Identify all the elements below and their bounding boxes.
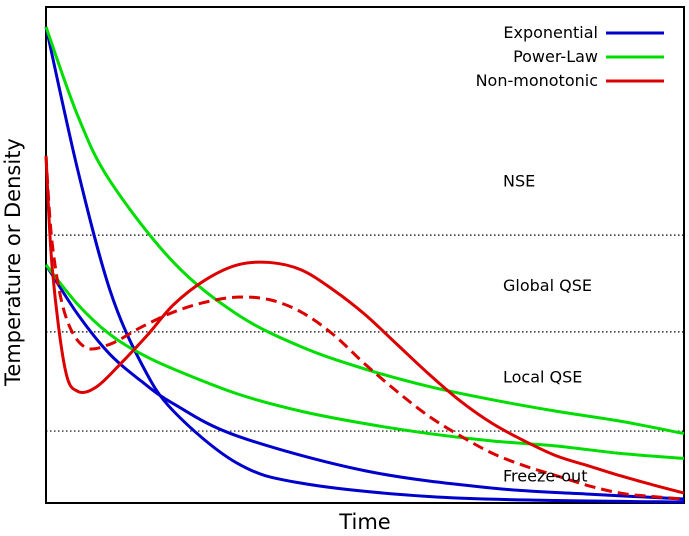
region-label-freeze-out: Freeze-out xyxy=(503,467,587,486)
legend-label-power-law: Power-Law xyxy=(513,47,598,66)
region-label-local-qse: Local QSE xyxy=(503,368,582,387)
legend-label-exponential: Exponential xyxy=(503,23,598,42)
region-label-nse: NSE xyxy=(503,172,535,191)
legend-label-non-monotonic: Non-monotonic xyxy=(476,71,598,90)
series-power-law-from-top xyxy=(44,26,685,436)
x-axis-label: Time xyxy=(338,510,390,534)
plot-frame xyxy=(45,6,685,504)
series-non-monotonic xyxy=(44,155,685,495)
series-exponential-from-top xyxy=(44,26,685,504)
series-non-monotonic-dashed xyxy=(44,155,685,501)
series-exponential-from-middle xyxy=(44,264,685,501)
series-power-law-from-middle xyxy=(44,263,685,460)
region-label-global-qse: Global QSE xyxy=(503,276,592,295)
y-axis-label: Temperature or Density xyxy=(1,138,25,387)
